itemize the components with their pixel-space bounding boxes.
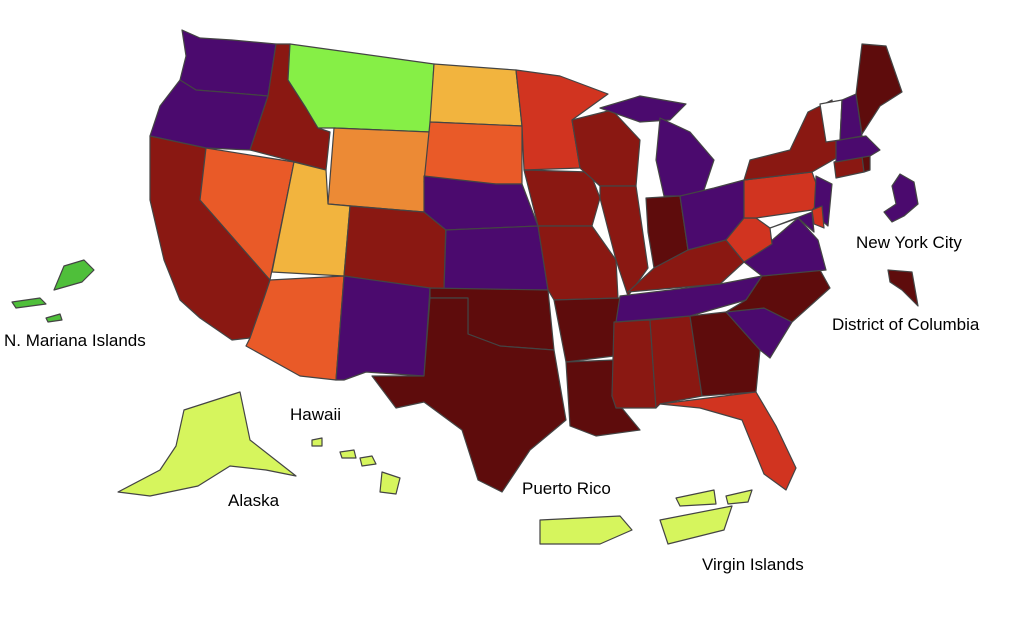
state-new-mexico: [335, 275, 431, 381]
state-arkansas: [553, 297, 621, 363]
dc-shape: [887, 269, 919, 307]
state-iowa: [523, 169, 601, 227]
label-new-york-city: New York City: [856, 233, 962, 252]
state-maine: [855, 43, 903, 135]
state-new-hampshire: [839, 93, 863, 141]
state-maryland: [769, 211, 815, 233]
nyc-shape: [883, 173, 919, 223]
label-puerto-rico: Puerto Rico: [522, 479, 611, 498]
state-missouri: [537, 225, 619, 301]
state-mississippi: [611, 319, 657, 409]
label-n-mariana-islands: N. Mariana Islands: [4, 331, 146, 350]
state-north-dakota: [429, 63, 523, 127]
state-texas: [371, 297, 567, 493]
label-virgin-islands: Virgin Islands: [702, 555, 804, 574]
hawaii-island-2: [339, 449, 357, 459]
alaska-shape: [117, 391, 297, 497]
state-south-dakota: [423, 121, 523, 185]
label-alaska: Alaska: [228, 491, 280, 510]
state-kansas: [443, 225, 549, 291]
state-washington: [179, 29, 277, 97]
state-georgia: [689, 311, 761, 397]
nmi-island-small: [45, 313, 63, 323]
nmi-island-mid: [11, 297, 47, 309]
state-wyoming: [327, 127, 431, 213]
virgin-islands-3: [659, 505, 733, 545]
state-rhode-island: [861, 155, 871, 173]
virgin-islands-2: [725, 489, 753, 505]
nmi-island-large: [53, 259, 95, 291]
hawaii-island-3: [359, 455, 377, 467]
label-district-of-columbia: District of Columbia: [832, 315, 980, 334]
label-hawaii: Hawaii: [290, 405, 341, 424]
state-florida: [659, 391, 797, 491]
puerto-rico-shape: [539, 515, 633, 545]
virgin-islands-1: [675, 489, 717, 507]
state-michigan-lower: [655, 117, 715, 197]
hawaii-island-1: [311, 437, 323, 447]
state-colorado: [343, 205, 447, 291]
hawaii-island-4: [379, 471, 401, 495]
state-nebraska: [423, 175, 539, 231]
state-michigan-upper: [599, 95, 687, 123]
